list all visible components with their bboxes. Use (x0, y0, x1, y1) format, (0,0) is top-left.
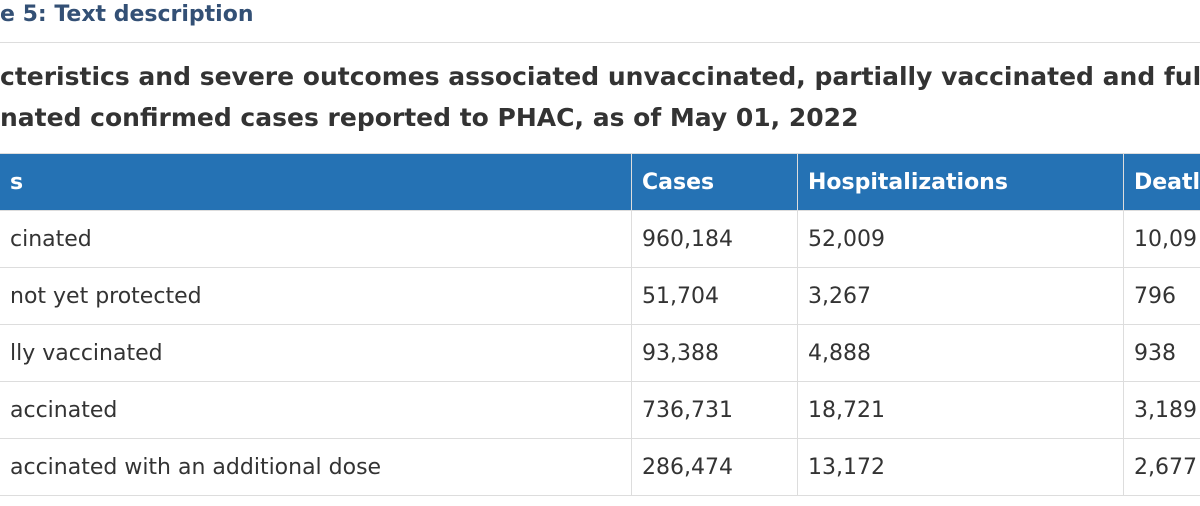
number-cell: 52,009 (797, 210, 1124, 268)
table-body: cinated 960,184 52,009 10,09 not yet protect… (0, 210, 1200, 496)
number-cell: 18,721 (797, 381, 1124, 439)
number-cell: 736,731 (631, 381, 798, 439)
data-table: s Cases Hospitalizations Deatl cinated 960,1… (0, 153, 1200, 496)
divider (0, 42, 1200, 43)
column-header: Cases (631, 153, 798, 211)
page-title: e 5: Text description (0, 2, 254, 27)
header-row: s Cases Hospitalizations Deatl (0, 153, 1200, 211)
table-row: accinated with an additional dose 286,474… (0, 438, 1200, 496)
number-cell: 4,888 (797, 324, 1124, 382)
row-label: accinated with an additional dose (0, 438, 632, 496)
number-cell: 10,09 (1123, 210, 1200, 268)
number-cell: 3,267 (797, 267, 1124, 325)
number-cell: 51,704 (631, 267, 798, 325)
caption-line: cteristics and severe outcomes associate… (0, 62, 1200, 91)
table-row: lly vaccinated 93,388 4,888 938 (0, 324, 1200, 382)
number-cell: 2,677 (1123, 438, 1200, 496)
column-header: Deatl (1123, 153, 1200, 211)
number-cell: 13,172 (797, 438, 1124, 496)
table-row: not yet protected 51,704 3,267 796 (0, 267, 1200, 325)
column-header: s (0, 153, 632, 211)
number-cell: 93,388 (631, 324, 798, 382)
number-cell: 3,189 (1123, 381, 1200, 439)
caption-line: nated confirmed cases reported to PHAC, … (0, 103, 859, 132)
table-row: cinated 960,184 52,009 10,09 (0, 210, 1200, 268)
column-header: Hospitalizations (797, 153, 1124, 211)
row-label: accinated (0, 381, 632, 439)
number-cell: 286,474 (631, 438, 798, 496)
row-label: cinated (0, 210, 632, 268)
number-cell: 938 (1123, 324, 1200, 382)
table-row: accinated 736,731 18,721 3,189 (0, 381, 1200, 439)
row-label: lly vaccinated (0, 324, 632, 382)
number-cell: 960,184 (631, 210, 798, 268)
row-label: not yet protected (0, 267, 632, 325)
number-cell: 796 (1123, 267, 1200, 325)
